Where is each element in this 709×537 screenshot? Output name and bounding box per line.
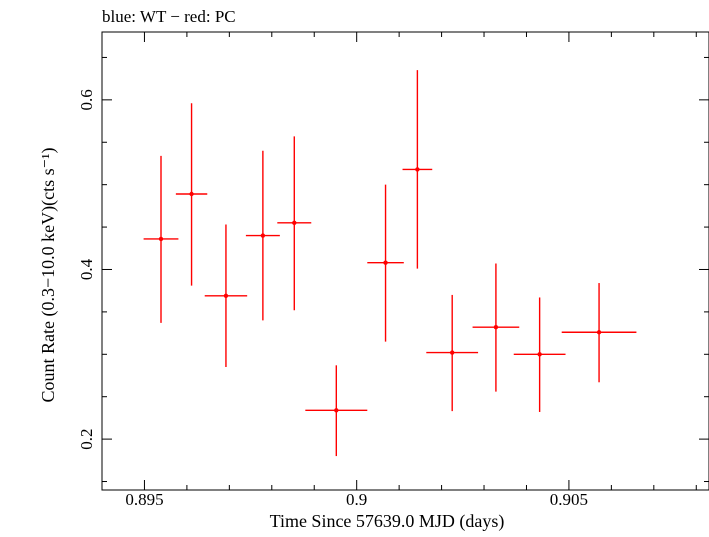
data-layer (143, 70, 637, 457)
data-point (561, 283, 637, 383)
data-point (513, 297, 566, 412)
data-point (402, 70, 433, 269)
data-marker (292, 220, 297, 226)
data-marker (260, 233, 266, 238)
y-axis: 0.2 0.4 0.6 (77, 56, 709, 483)
data-point (305, 365, 368, 457)
x-tick-label: 0.895 (125, 490, 163, 509)
data-marker (596, 330, 602, 335)
plot-frame (101, 31, 709, 491)
y-tick-label: 0.6 (77, 89, 96, 110)
data-point (175, 103, 208, 286)
data-marker (334, 408, 339, 413)
data-marker (189, 191, 194, 197)
data-point (426, 294, 479, 412)
data-point (472, 263, 520, 392)
x-tick-label: 0.9 (346, 490, 367, 509)
chart-title: blue: WT − red: PC (102, 7, 236, 26)
x-tick-label: 0.905 (550, 490, 588, 509)
data-marker (223, 293, 229, 298)
data-marker (383, 260, 388, 265)
data-point (277, 136, 312, 311)
y-axis-label: Count Rate (0.3−10.0 keV)(cts s⁻¹) (38, 147, 59, 402)
data-marker (415, 167, 420, 172)
data-marker (493, 324, 499, 330)
x-axis: 0.895 0.9 0.905 (101, 32, 697, 509)
data-point (367, 184, 404, 342)
data-point (245, 150, 280, 321)
data-point (143, 155, 179, 323)
x-axis-label: Time Since 57639.0 MJD (days) (270, 511, 505, 532)
data-marker (158, 236, 164, 242)
data-point (204, 224, 248, 368)
data-marker (449, 350, 455, 355)
y-tick-label: 0.4 (77, 258, 96, 280)
y-tick-label: 0.2 (77, 428, 96, 449)
data-marker (537, 352, 542, 357)
